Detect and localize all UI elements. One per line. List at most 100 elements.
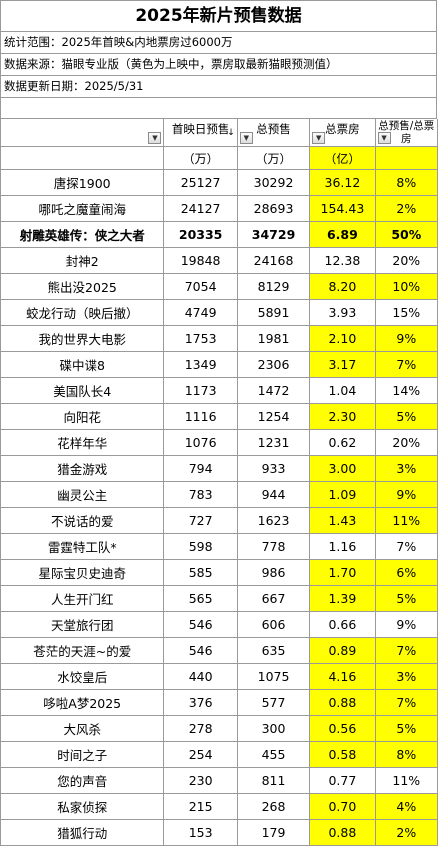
movie-name-cell: 猎狐行动 [1,819,165,846]
total-presale-cell: 268 [237,793,311,820]
opening-presale-cell: 546 [163,637,238,664]
table-row: 不说话的爱 727 1623 1.43 11% [1,507,438,534]
dropdown-arrow-icon[interactable]: ▼ [377,132,391,144]
movie-name-cell: 大风杀 [1,715,165,742]
movie-name-cell: 美国队长4 [1,377,165,404]
total-presale-cell: 179 [237,819,311,846]
opening-presale-cell: 598 [163,533,238,560]
presale-ratio-cell: 3% [375,663,438,690]
presale-ratio-cell: 20% [375,429,438,456]
total-presale-cell: 1623 [237,507,311,534]
opening-presale-cell: 7054 [163,273,238,300]
opening-presale-cell: 230 [163,767,238,794]
box-office-cell: 0.70 [309,793,376,820]
dropdown-arrow-icon[interactable]: ▼ [312,132,326,144]
table-row: 花样年华 1076 1231 0.62 20% [1,429,438,456]
movie-name-cell: 蛟龙行动（映后撤） [1,299,165,326]
movie-name-cell: 私家侦探 [1,793,165,820]
header-opening-presale-label: 首映日预售 [171,122,230,136]
table-row: 猎金游戏 794 933 3.00 3% [1,455,438,482]
opening-presale-cell: 278 [163,715,238,742]
total-presale-cell: 667 [237,585,311,612]
movie-name-cell: 雷霆特工队* [1,533,165,560]
movie-name-cell: 封神2 [1,247,165,274]
opening-presale-cell: 4749 [163,299,238,326]
total-presale-cell: 944 [237,481,311,508]
info-source: 数据来源：猫眼专业版（黄色为上映中，票房取最新猫眼预测值） [1,54,437,76]
table-row: 哆啦A梦2025 376 577 0.88 7% [1,689,438,716]
total-presale-cell: 811 [237,767,311,794]
table-row: 美国队长4 1173 1472 1.04 14% [1,377,438,404]
box-office-cell: 6.89 [309,221,376,248]
movie-name-cell: 水饺皇后 [1,663,165,690]
movie-name-cell: 哪吒之魔童闹海 [1,195,165,222]
movie-name-cell: 唐探1900 [1,169,165,196]
movie-name-cell: 不说话的爱 [1,507,165,534]
opening-presale-cell: 1349 [163,351,238,378]
total-presale-cell: 300 [237,715,311,742]
table-row: 雷霆特工队* 598 778 1.16 7% [1,533,438,560]
movie-name-cell: 猎金游戏 [1,455,165,482]
total-presale-cell: 606 [237,611,311,638]
total-presale-cell: 986 [237,559,311,586]
table-row: 苍茫的天涯~的爱 546 635 0.89 7% [1,637,438,664]
box-office-cell: 0.58 [309,741,376,768]
table-row: 射雕英雄传：侠之大者 20335 34729 6.89 50% [1,221,438,248]
table-row: 大风杀 278 300 0.56 5% [1,715,438,742]
box-office-cell: 0.88 [309,689,376,716]
box-office-cell: 2.10 [309,325,376,352]
table-row: 时间之子 254 455 0.58 8% [1,741,438,768]
header-row: ▼ 首映日预售 ↓ 总预售 ▼ 总票房 ▼ 总预售/总票房 ▼ [1,119,438,147]
presale-ratio-cell: 50% [375,221,438,248]
table-row: 天堂旅行团 546 606 0.66 9% [1,611,438,638]
dropdown-arrow-icon[interactable]: ▼ [239,132,253,144]
total-presale-cell: 30292 [237,169,311,196]
opening-presale-cell: 24127 [163,195,238,222]
opening-presale-cell: 440 [163,663,238,690]
opening-presale-cell: 1753 [163,325,238,352]
box-office-cell: 1.70 [309,559,376,586]
header-name: ▼ [1,119,165,147]
total-presale-cell: 2306 [237,351,311,378]
dropdown-arrow-icon[interactable]: ▼ [148,132,162,144]
presale-ratio-cell: 9% [375,611,438,638]
opening-presale-cell: 727 [163,507,238,534]
opening-presale-cell: 783 [163,481,238,508]
presale-ratio-cell: 9% [375,481,438,508]
presale-ratio-cell: 5% [375,585,438,612]
presale-ratio-cell: 9% [375,325,438,352]
total-presale-cell: 933 [237,455,311,482]
box-office-cell: 12.38 [309,247,376,274]
header-total-presale: 总预售 ▼ [237,119,311,147]
box-office-cell: 4.16 [309,663,376,690]
total-presale-cell: 8129 [237,273,311,300]
movie-name-cell: 时间之子 [1,741,165,768]
box-office-cell: 0.77 [309,767,376,794]
header-opening-presale: 首映日预售 ↓ [163,119,238,147]
movie-name-cell: 碟中谍8 [1,351,165,378]
table-row: 您的声音 230 811 0.77 11% [1,767,438,794]
sort-descending-icon[interactable]: ↓ [227,128,235,138]
box-office-cell: 3.00 [309,455,376,482]
movie-name-cell: 苍茫的天涯~的爱 [1,637,165,664]
box-office-cell: 1.04 [309,377,376,404]
box-office-cell: 1.43 [309,507,376,534]
total-presale-cell: 24168 [237,247,311,274]
presale-ratio-cell: 3% [375,455,438,482]
opening-presale-cell: 376 [163,689,238,716]
unit-box-office: （亿） [309,146,376,170]
table-row: 幽灵公主 783 944 1.09 9% [1,481,438,508]
table-row: 蛟龙行动（映后撤） 4749 5891 3.93 15% [1,299,438,326]
presale-ratio-cell: 5% [375,403,438,430]
sheet-title: 2025年新片预售数据 [1,1,437,32]
presale-ratio-cell: 6% [375,559,438,586]
empty-row [1,98,437,119]
unit-name [1,146,165,170]
total-presale-cell: 34729 [237,221,311,248]
presale-ratio-cell: 8% [375,741,438,768]
table-row: 碟中谍8 1349 2306 3.17 7% [1,351,438,378]
opening-presale-cell: 254 [163,741,238,768]
opening-presale-cell: 19848 [163,247,238,274]
presale-ratio-cell: 8% [375,169,438,196]
movie-name-cell: 哆啦A梦2025 [1,689,165,716]
